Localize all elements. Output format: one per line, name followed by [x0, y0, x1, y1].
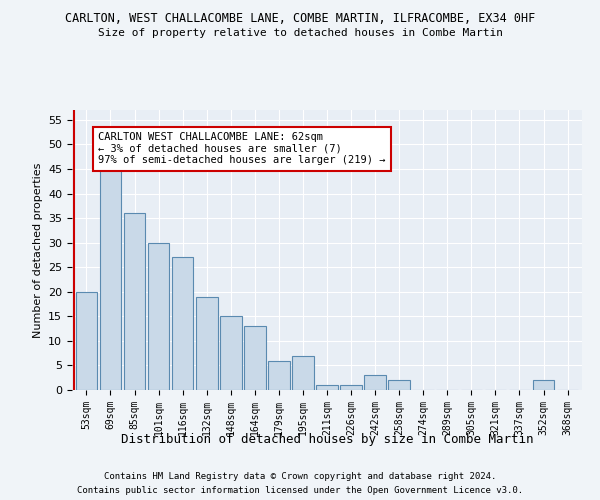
Bar [196, 296, 218, 390]
Text: Size of property relative to detached houses in Combe Martin: Size of property relative to detached ho… [97, 28, 503, 38]
Y-axis label: Number of detached properties: Number of detached properties [32, 162, 43, 338]
Bar [292, 356, 314, 390]
Bar [124, 213, 145, 390]
Text: Contains public sector information licensed under the Open Government Licence v3: Contains public sector information licen… [77, 486, 523, 495]
Bar [268, 360, 290, 390]
Bar [340, 385, 362, 390]
Bar [148, 242, 169, 390]
Bar [364, 376, 386, 390]
Bar [76, 292, 97, 390]
Bar [172, 258, 193, 390]
Bar [388, 380, 410, 390]
Bar [316, 385, 338, 390]
Bar [533, 380, 554, 390]
Text: CARLTON WEST CHALLACOMBE LANE: 62sqm
← 3% of detached houses are smaller (7)
97%: CARLTON WEST CHALLACOMBE LANE: 62sqm ← 3… [98, 132, 386, 166]
Text: CARLTON, WEST CHALLACOMBE LANE, COMBE MARTIN, ILFRACOMBE, EX34 0HF: CARLTON, WEST CHALLACOMBE LANE, COMBE MA… [65, 12, 535, 26]
Text: Distribution of detached houses by size in Combe Martin: Distribution of detached houses by size … [121, 432, 533, 446]
Bar [244, 326, 266, 390]
Bar [220, 316, 242, 390]
Bar [100, 169, 121, 390]
Text: Contains HM Land Registry data © Crown copyright and database right 2024.: Contains HM Land Registry data © Crown c… [104, 472, 496, 481]
